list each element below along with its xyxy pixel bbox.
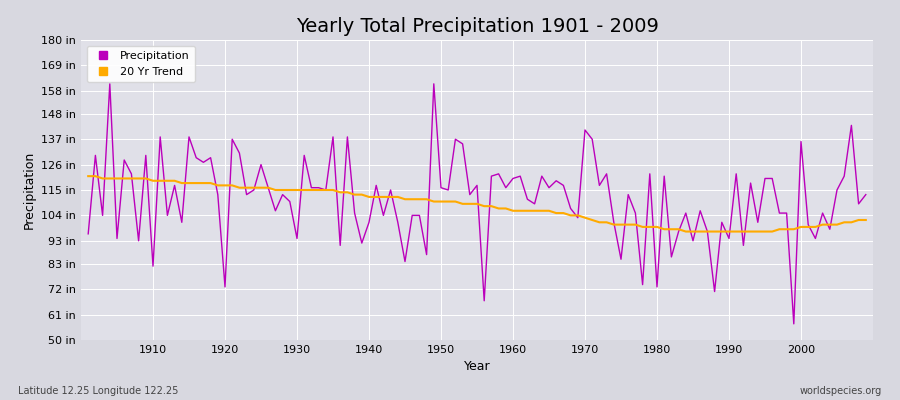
Title: Yearly Total Precipitation 1901 - 2009: Yearly Total Precipitation 1901 - 2009 xyxy=(295,17,659,36)
X-axis label: Year: Year xyxy=(464,360,490,374)
Text: Latitude 12.25 Longitude 122.25: Latitude 12.25 Longitude 122.25 xyxy=(18,386,178,396)
Legend: Precipitation, 20 Yr Trend: Precipitation, 20 Yr Trend xyxy=(86,46,195,82)
Text: worldspecies.org: worldspecies.org xyxy=(800,386,882,396)
Y-axis label: Precipitation: Precipitation xyxy=(22,151,36,229)
